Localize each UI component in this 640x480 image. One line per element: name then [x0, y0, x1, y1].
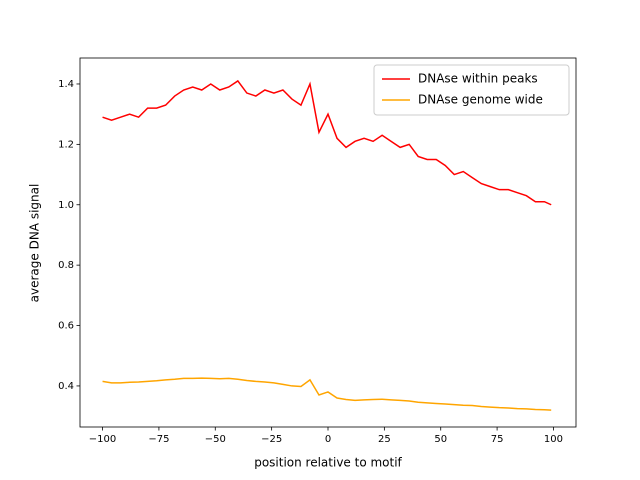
x-tick-label: −25 [261, 434, 282, 445]
data-line [102, 79, 552, 206]
x-tick-label: 25 [378, 434, 391, 445]
x-tick-label: 50 [434, 434, 447, 445]
legend-box [373, 64, 570, 116]
x-tick-label: −100 [89, 434, 116, 445]
legend-label: DNAse within peaks [418, 72, 538, 86]
y-tick-label: 0.4 [58, 381, 74, 392]
x-tick-label: 0 [325, 434, 331, 445]
y-tick-label: 0.6 [58, 321, 74, 332]
data-line [102, 377, 552, 411]
x-tick-label: −50 [205, 434, 226, 445]
x-tick-label: −75 [148, 434, 169, 445]
y-tick-label: 1.0 [58, 200, 74, 211]
y-axis-label: average DNA signal [28, 184, 42, 303]
x-axis-label: position relative to motif [254, 456, 402, 470]
y-tick-label: 1.2 [58, 139, 74, 150]
x-tick-label: 75 [491, 434, 504, 445]
y-tick-label: 0.8 [58, 260, 74, 271]
y-tick-label: 1.4 [58, 79, 74, 90]
x-tick-label: 100 [544, 434, 563, 445]
legend-label: DNAse genome wide [418, 93, 543, 107]
